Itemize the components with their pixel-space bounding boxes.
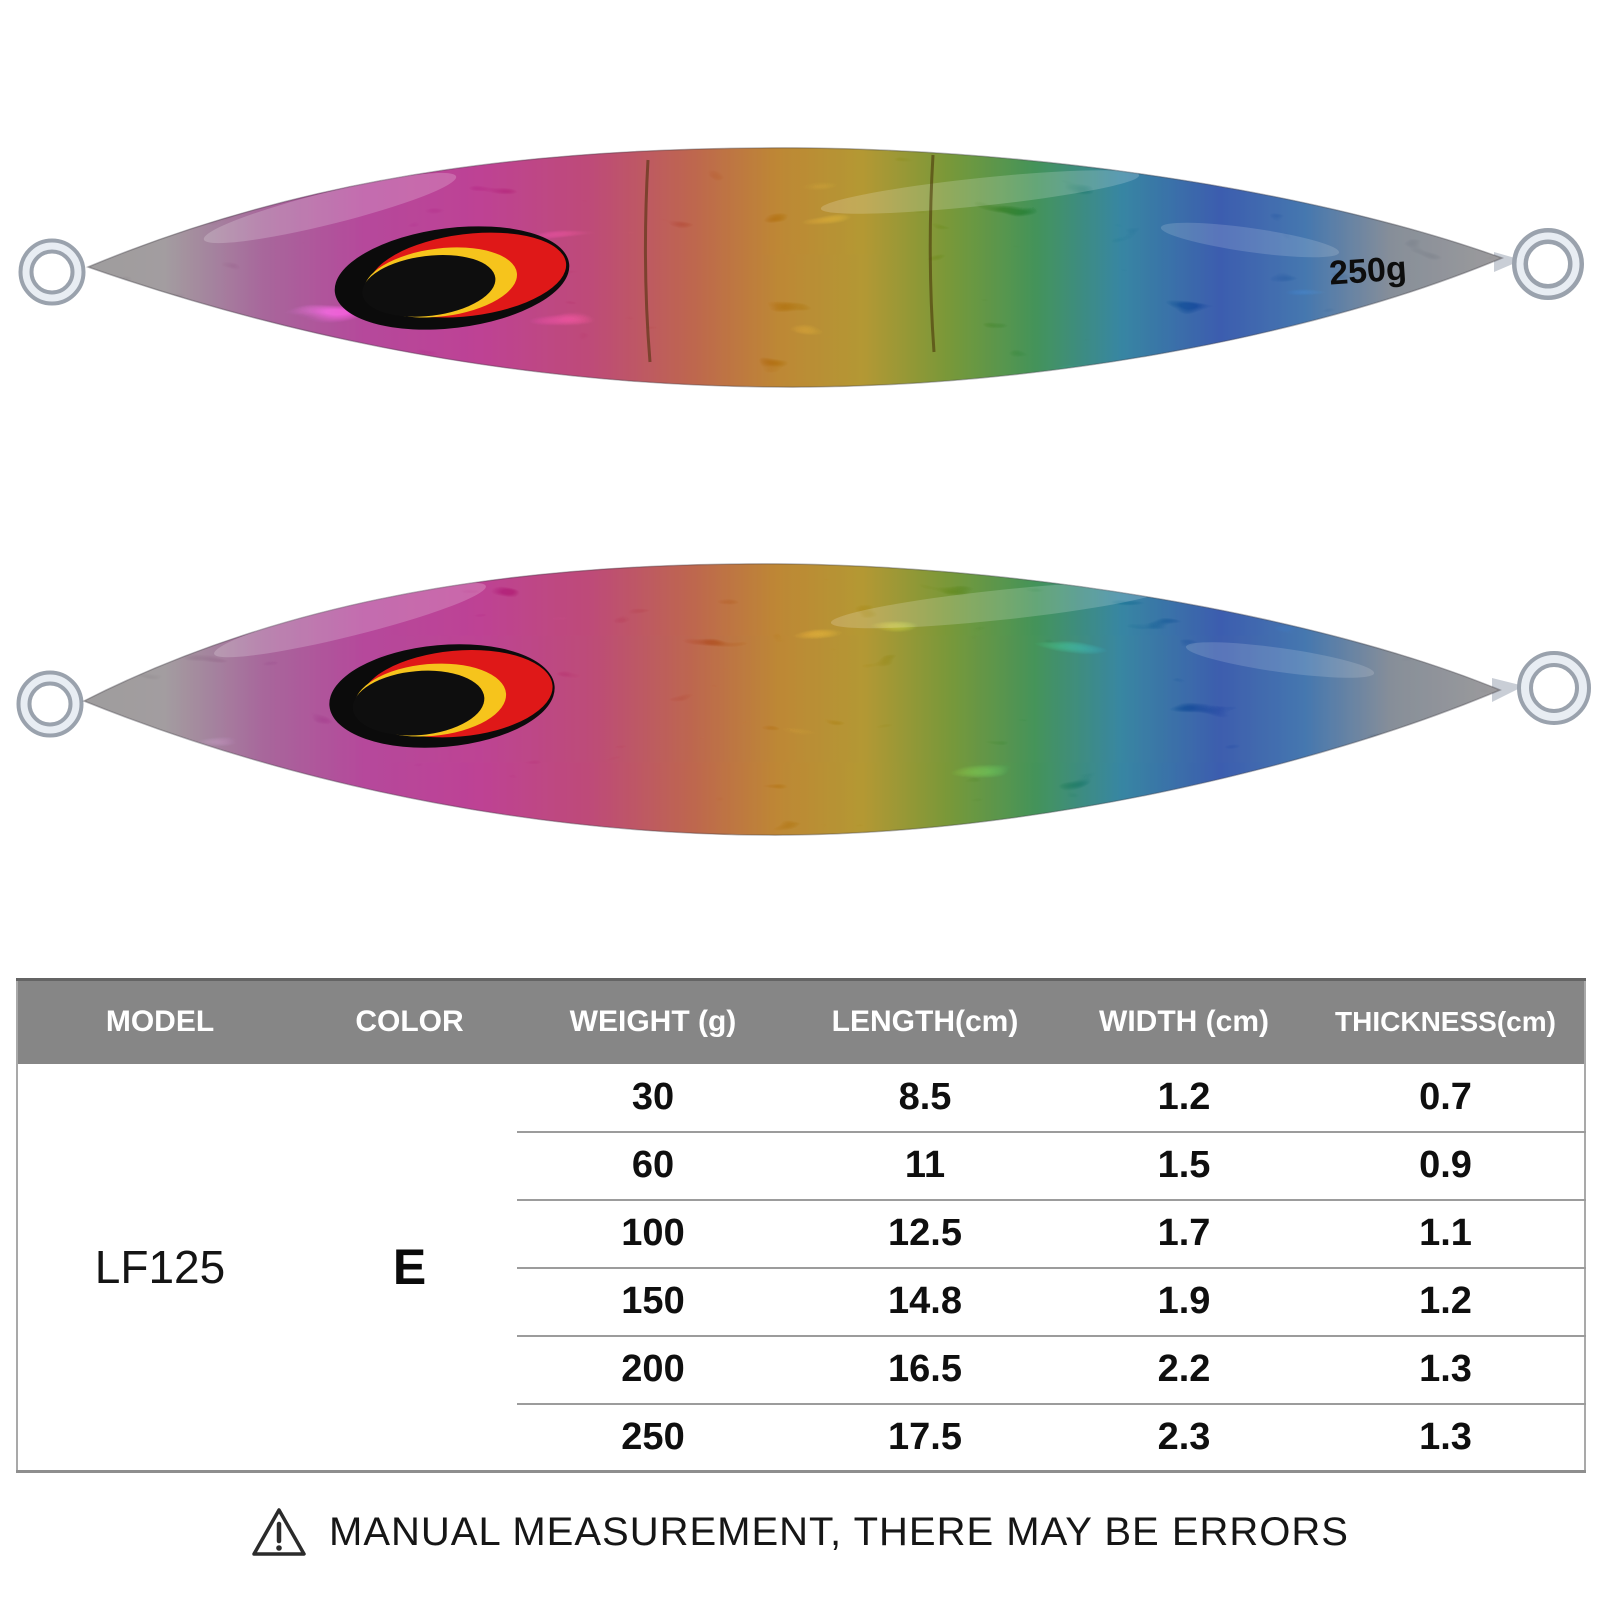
- cell-thickness: 1.2: [1307, 1267, 1585, 1337]
- weight-marking-label: 250g: [1328, 249, 1408, 292]
- warning-triangle-icon: [252, 1508, 306, 1556]
- warning-text: MANUAL MEASUREMENT, THERE MAY BE ERRORS: [329, 1509, 1349, 1554]
- cell-thickness: 1.3: [1419, 1415, 1472, 1458]
- cell-width: 1.9: [1061, 1267, 1307, 1337]
- cell-width: 2.2: [1061, 1335, 1307, 1405]
- table-row: LF125 E 30 8.5 1.2 0.7: [17, 1063, 1585, 1295]
- cell-width: 1.7: [1061, 1199, 1307, 1269]
- cell-thickness: 1.1: [1307, 1199, 1585, 1269]
- tail-ring: [1512, 228, 1584, 300]
- cell-length: 14.8: [789, 1267, 1061, 1337]
- table-row: 60 11 1.5 0.9: [17, 1131, 1585, 1201]
- tail-ring: [1517, 651, 1591, 725]
- cell-weight: 150: [517, 1267, 789, 1337]
- cell-weight: 60: [517, 1131, 789, 1201]
- lure-eye: [334, 226, 570, 330]
- lure-eye: [329, 644, 555, 748]
- cell-length: 17.5: [888, 1415, 962, 1458]
- tail-stub: [1494, 252, 1522, 272]
- color-value: E: [392, 1238, 427, 1295]
- cell-width: 2.3: [1157, 1415, 1211, 1458]
- header-weight: WEIGHT (g): [517, 979, 789, 1064]
- spec-table: MODEL COLOR WEIGHT (g) LENGTH(cm) WIDTH …: [16, 978, 1586, 1473]
- table-row: 100 12.5 1.7 1.1: [17, 1199, 1585, 1269]
- cell-length: 11: [789, 1131, 1061, 1201]
- header-model: MODEL: [17, 979, 302, 1064]
- nose-ring: [16, 670, 84, 738]
- cell-weight: 200: [517, 1335, 789, 1405]
- cell-length: 16.5: [789, 1335, 1061, 1405]
- table-row: 250 17.5 2.3 1.3: [17, 1404, 1585, 1472]
- header-length: LENGTH(cm): [789, 979, 1061, 1064]
- mold-seams: [643, 154, 936, 363]
- header-thickness: THICKNESS(cm): [1307, 979, 1585, 1064]
- cell-thickness: 0.7: [1307, 1063, 1585, 1133]
- measurement-disclaimer: MANUAL MEASUREMENT, THERE MAY BE ERRORS: [0, 1492, 1600, 1572]
- tail-stub: [1492, 678, 1524, 702]
- header-width: WIDTH (cm): [1061, 979, 1307, 1064]
- cell-width: 1.2: [1061, 1063, 1307, 1133]
- cell-weight: 250: [621, 1415, 685, 1458]
- lure-texture: [84, 563, 1500, 836]
- spec-header-row: MODEL COLOR WEIGHT (g) LENGTH(cm) WIDTH …: [17, 979, 1585, 1064]
- cell-weight: 100: [517, 1199, 789, 1269]
- cell-thickness: 0.9: [1307, 1131, 1585, 1201]
- cell-length: 8.5: [789, 1063, 1061, 1133]
- cell-thickness: 1.3: [1307, 1335, 1585, 1405]
- lure-top-image: 250g: [18, 147, 1584, 388]
- cell-width: 1.5: [1061, 1131, 1307, 1201]
- nose-ring: [18, 238, 86, 306]
- cell-length: 12.5: [789, 1199, 1061, 1269]
- lure-bottom-image: [16, 563, 1591, 836]
- table-row: 200 16.5 2.2 1.3: [17, 1335, 1585, 1405]
- lure-illustrations: 250g: [16, 147, 1591, 836]
- header-color: COLOR: [302, 979, 517, 1064]
- cell-weight: 30: [517, 1063, 789, 1133]
- table-row: 150 14.8 1.9 1.2: [17, 1267, 1585, 1337]
- model-value: LF125: [94, 1240, 226, 1293]
- lure-texture: [88, 147, 1502, 388]
